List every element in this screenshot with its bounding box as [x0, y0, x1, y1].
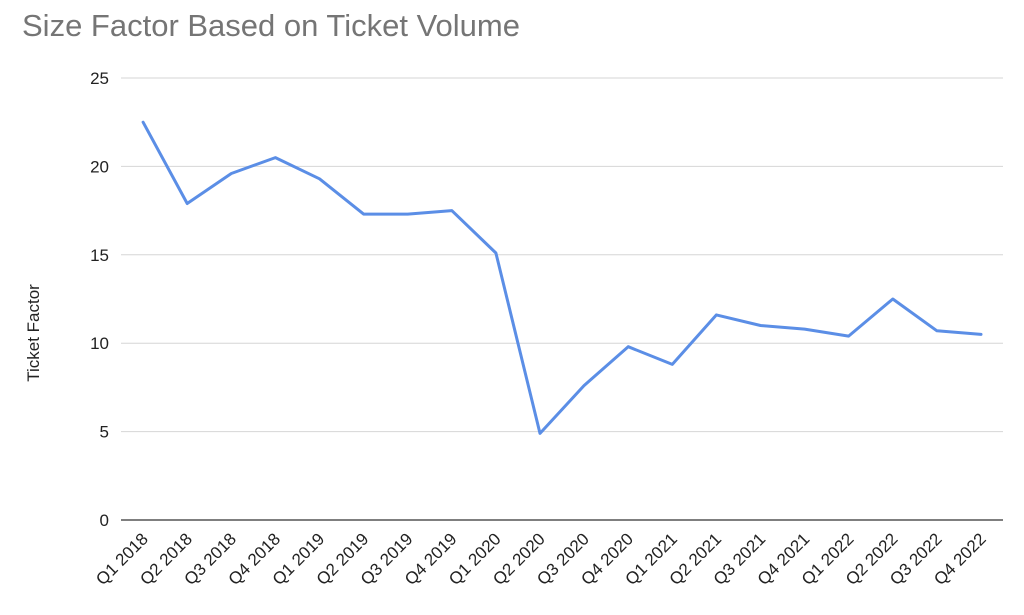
y-axis-title: Ticket Factor [24, 284, 43, 382]
gridlines [121, 77, 1003, 521]
series-line [141, 120, 983, 435]
data-point [979, 332, 983, 336]
data-point [141, 120, 145, 124]
data-point [670, 362, 674, 366]
y-tick-label: 0 [100, 511, 109, 530]
y-tick-label: 20 [90, 157, 109, 176]
data-point [494, 251, 498, 255]
data-point [803, 327, 807, 331]
data-point [185, 202, 189, 206]
data-point [229, 172, 233, 176]
data-point [582, 384, 586, 388]
data-point [759, 324, 763, 328]
data-point [406, 212, 410, 216]
data-point [450, 209, 454, 213]
series-layer [141, 120, 983, 435]
data-point [847, 334, 851, 338]
y-tick-label: 15 [90, 246, 109, 265]
y-tick-label: 5 [100, 423, 109, 442]
y-tick-label: 10 [90, 334, 109, 353]
data-point [538, 431, 542, 435]
data-point [935, 329, 939, 333]
data-point [714, 313, 718, 317]
data-point [318, 177, 322, 181]
data-point [273, 156, 277, 160]
chart-title: Size Factor Based on Ticket Volume [22, 8, 520, 43]
data-point [362, 212, 366, 216]
y-tick-label: 25 [90, 69, 109, 88]
y-axis-ticks: 0 5 10 15 20 25 [90, 69, 109, 530]
data-point [891, 297, 895, 301]
data-point [626, 345, 630, 349]
